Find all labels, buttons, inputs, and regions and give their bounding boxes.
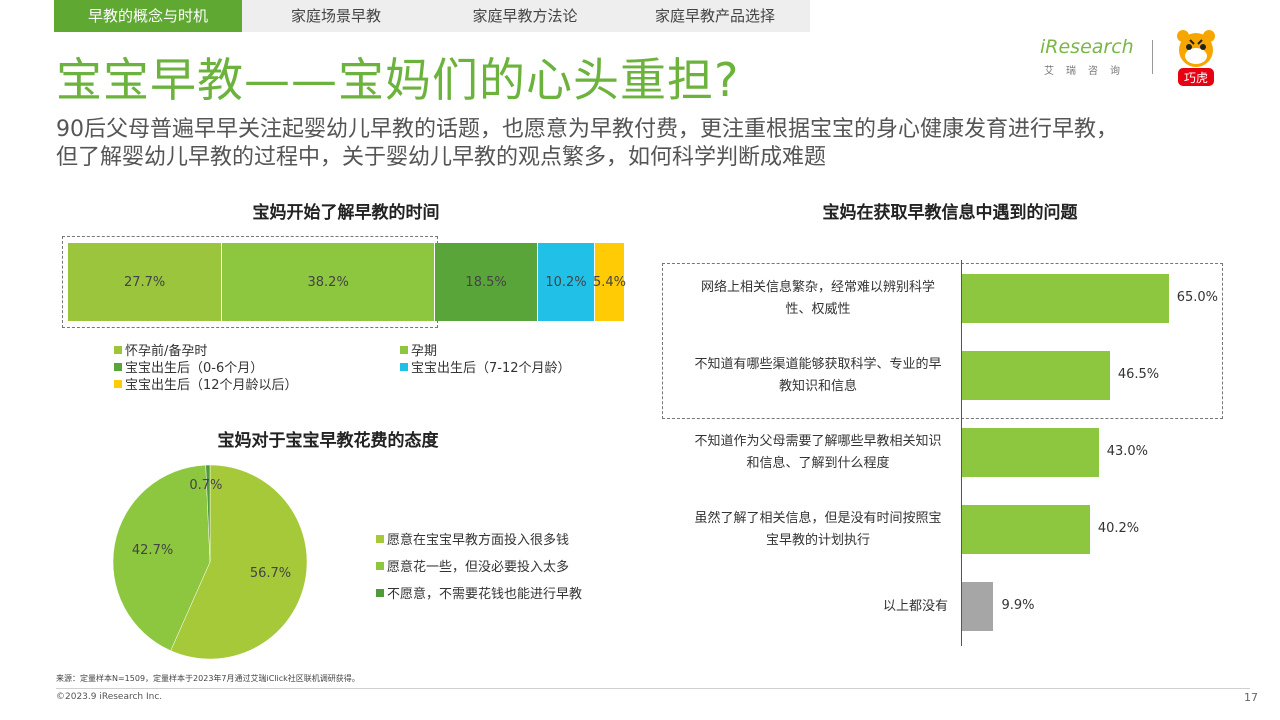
legend-swatch <box>376 588 384 597</box>
stack-segment: 27.7% <box>68 243 223 321</box>
pie-slice <box>112 464 211 652</box>
legend-label: 怀孕前/备孕时 <box>125 344 208 359</box>
subtitle-line-2: 但了解婴幼儿早教的过程中，关于婴幼儿早教的观点繁多，如何科学判断成难题 <box>56 145 827 170</box>
hbar-value-label: 9.9% <box>1001 598 1035 613</box>
hbar-value-label: 43.0% <box>1106 444 1149 459</box>
legend-label: 宝宝出生后（0-6个月） <box>125 361 264 376</box>
highlight-frame-right <box>662 263 1223 419</box>
legend-item: 不愿意，不需要花钱也能进行早教 <box>376 579 582 606</box>
hbar-category-line: 和信息、了解到什么程度 <box>746 455 890 471</box>
hbar-value-label: 65.0% <box>1176 290 1218 305</box>
legend-label: 孕期 <box>411 344 438 359</box>
legend-swatch <box>400 362 408 371</box>
tab-product-choice[interactable]: 家庭早教产品选择 <box>620 0 810 32</box>
legend-swatch <box>376 561 384 570</box>
tab-concept-timing[interactable]: 早教的概念与时机 <box>54 0 242 32</box>
legend-item: 孕期 <box>400 340 437 359</box>
pie-value-label: 42.7% <box>131 542 174 558</box>
hbar <box>962 351 1110 400</box>
legend-item: 宝宝出生后（12个月龄以后） <box>114 374 298 393</box>
pie-legend: 愿意在宝宝早教方面投入很多钱 愿意花一些，但没必要投入太多 不愿意，不需要花钱也能进… <box>376 525 582 606</box>
tab-home-scenario[interactable]: 家庭场景早教 <box>242 0 430 32</box>
pie-value-label: 0.7% <box>189 478 223 494</box>
legend-swatch <box>114 345 122 354</box>
hbar-value-label: 40.2% <box>1097 521 1140 536</box>
copyright: ©2023.9 iResearch Inc. <box>56 692 163 702</box>
hbar-category-line: 虽然了解了相关信息，但是没有时间按照宝 <box>694 510 942 526</box>
hbar-category-label: 不知道作为父母需要了解哪些早教相关知识 和信息、了解到什么程度 <box>688 431 948 475</box>
hbar-category-label: 虽然了解了相关信息，但是没有时间按照宝 宝早教的计划执行 <box>688 508 948 552</box>
stacked-bar-chart: 27.7% 38.2% 18.5% 10.2% 5.4% <box>68 243 626 321</box>
hbar-axis <box>961 260 962 646</box>
legend-swatch <box>376 534 384 543</box>
tab-home-method[interactable]: 家庭早教方法论 <box>430 0 620 32</box>
legend-swatch <box>114 379 122 388</box>
stack-segment: 10.2% <box>538 243 595 321</box>
hbar-category-line: 性、权威性 <box>785 301 851 317</box>
legend-item: 愿意花一些，但没必要投入太多 <box>376 552 582 579</box>
legend-swatch <box>114 362 122 371</box>
footer-divider <box>56 688 1250 689</box>
page-title: 宝宝早教——宝妈们的心头重担? <box>56 53 740 107</box>
pie-slice <box>205 464 211 563</box>
legend-label: 愿意花一些，但没必要投入太多 <box>387 560 570 575</box>
legend-item: 愿意在宝宝早教方面投入很多钱 <box>376 525 582 552</box>
legend-label: 愿意在宝宝早教方面投入很多钱 <box>387 533 570 548</box>
legend-label: 宝宝出生后（7-12个月龄） <box>411 361 571 376</box>
subtitle-line-1: 90后父母普遍早早关注起婴幼儿早教的话题，也愿意为早教付费，更注重根据宝宝的身心… <box>56 117 1118 142</box>
logo-sub: 艾瑞咨询 <box>1044 66 1132 77</box>
hbar-category-line: 以上都没有 <box>882 598 948 614</box>
stack-segment: 5.4% <box>593 243 626 321</box>
hbar <box>962 505 1090 554</box>
source-note: 来源：定量样本N=1509，定量样本于2023年7月通过艾瑞iClick社区联机… <box>56 674 360 683</box>
hbar-category-line: 不知道作为父母需要了解哪些早教相关知识 <box>694 433 942 449</box>
legend-item: 宝宝出生后（7-12个月龄） <box>400 357 571 376</box>
mascot-text: 巧虎 <box>1184 71 1208 85</box>
hbar <box>962 428 1099 477</box>
stack-segment: 38.2% <box>222 243 436 321</box>
pie-value-label: 56.7% <box>249 566 292 582</box>
stack-segment: 18.5% <box>435 243 539 321</box>
hbar-category-line: 宝早教的计划执行 <box>765 532 870 548</box>
page-number: 17 <box>1244 691 1258 704</box>
page-subtitle: 90后父母普遍早早关注起婴幼儿早教的话题，也愿意为早教付费，更注重根据宝宝的身心… <box>56 116 1236 172</box>
legend-label: 不愿意，不需要花钱也能进行早教 <box>387 587 583 602</box>
logo-divider <box>1152 40 1153 74</box>
section-tabs: 早教的概念与时机 家庭场景早教 家庭早教方法论 家庭早教产品选择 <box>54 0 810 32</box>
legend-swatch <box>400 345 408 354</box>
legend-item: 宝宝出生后（0-6个月） <box>114 357 263 376</box>
tiger-mascot-icon: 巧虎 <box>1177 30 1215 86</box>
hbar-category-label: 网络上相关信息繁杂，经常难以辨别科学 性、权威性 <box>688 277 948 321</box>
hbar-category-label: 以上都没有 <box>688 596 948 618</box>
pie-slice <box>170 464 308 660</box>
legend-item: 怀孕前/备孕时 <box>114 340 207 359</box>
logo-brand: iResearch <box>1040 36 1134 58</box>
iresearch-logo: iResearch 艾瑞咨询 <box>1040 36 1140 77</box>
hbar-category-line: 网络上相关信息繁杂，经常难以辨别科学 <box>700 279 935 295</box>
pie-chart <box>112 464 308 660</box>
hbar-category-label: 不知道有哪些渠道能够获取科学、专业的早 教知识和信息 <box>688 354 948 398</box>
hbar <box>962 274 1169 323</box>
hbar-value-label: 46.5% <box>1117 367 1160 382</box>
hbar-category-line: 不知道有哪些渠道能够获取科学、专业的早 <box>694 356 942 372</box>
legend-label: 宝宝出生后（12个月龄以后） <box>125 378 298 393</box>
chart-title-info-problems: 宝妈在获取早教信息中遇到的问题 <box>822 203 1078 223</box>
hbar <box>962 582 994 631</box>
chart-title-spending-attitude: 宝妈对于宝宝早教花费的态度 <box>217 431 439 451</box>
chart-title-start-time: 宝妈开始了解早教的时间 <box>252 203 440 223</box>
hbar-category-line: 教知识和信息 <box>778 378 857 394</box>
